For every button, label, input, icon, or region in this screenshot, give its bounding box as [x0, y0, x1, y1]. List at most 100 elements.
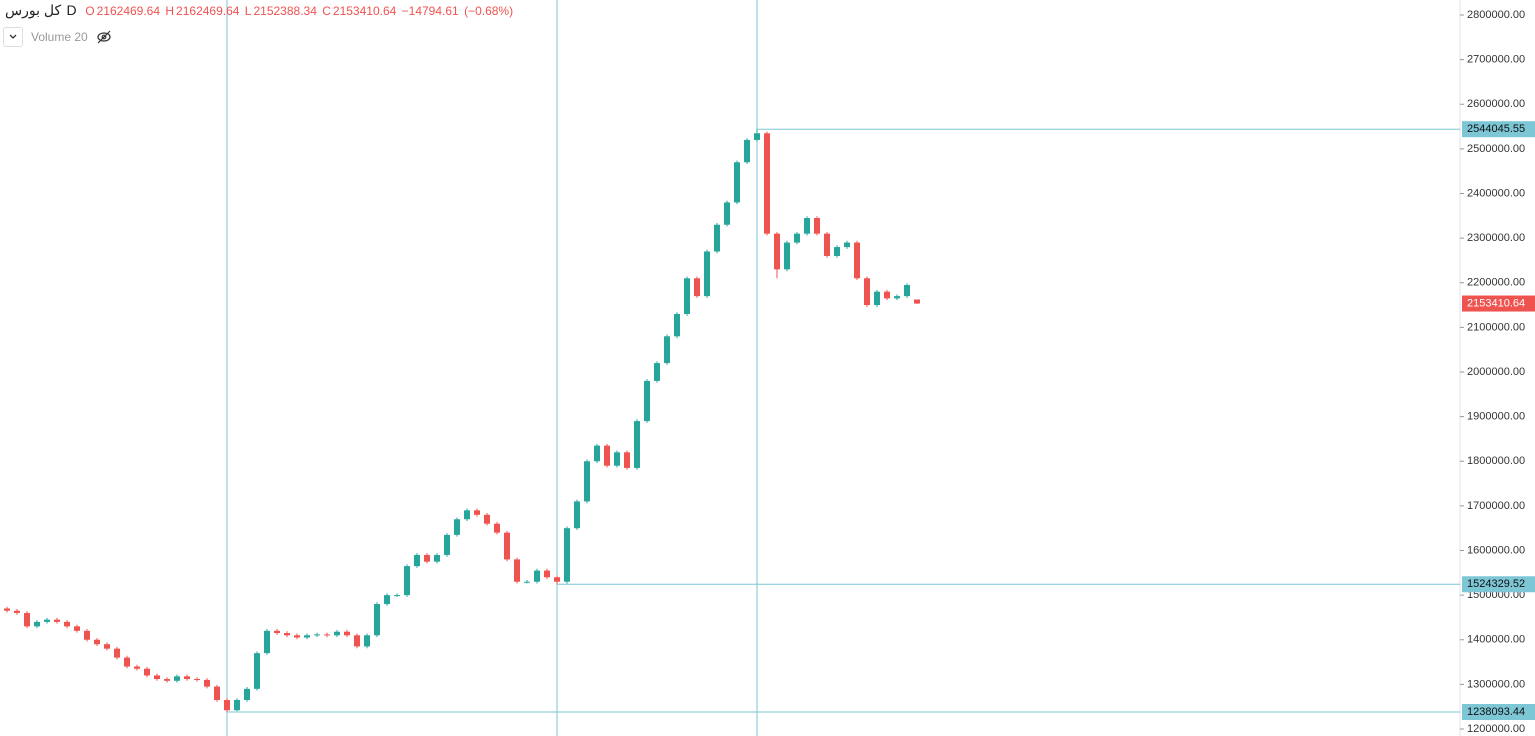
- candle-body: [764, 133, 770, 234]
- legend: کل بورس D O 2162469.64 H 2162469.64 L 21523…: [5, 2, 515, 19]
- y-tick-label: 2400000.00: [1467, 187, 1525, 199]
- candle-body: [134, 666, 140, 669]
- candle-body: [914, 299, 920, 304]
- candle-body: [214, 686, 220, 700]
- candle-body: [584, 461, 590, 502]
- candle-body: [524, 581, 530, 583]
- candle-body: [724, 202, 730, 225]
- price-tag: [1462, 703, 1535, 720]
- candle-body: [264, 630, 270, 654]
- price-tag-label: 1238093.44: [1467, 706, 1525, 718]
- candle-body: [414, 554, 420, 567]
- indicator-name[interactable]: Volume 20: [31, 30, 88, 44]
- candle-body: [364, 635, 370, 647]
- y-tick-label: 2000000.00: [1467, 366, 1525, 378]
- key: O: [85, 4, 95, 18]
- candle-body: [684, 278, 690, 314]
- candle-body: [774, 233, 780, 270]
- candle-body: [254, 653, 260, 689]
- candle-body: [574, 501, 580, 529]
- candle-body: [864, 278, 870, 306]
- candle-body: [594, 445, 600, 462]
- close-value: 2153410.64: [332, 4, 397, 18]
- candle-body: [504, 532, 510, 560]
- candle-body: [284, 633, 290, 636]
- y-tick-label: 1700000.00: [1467, 500, 1525, 512]
- candle-body: [674, 313, 680, 337]
- change-percent: (−0.68%): [464, 4, 514, 18]
- candle-body: [164, 679, 170, 681]
- y-tick-label: 2200000.00: [1467, 277, 1525, 289]
- candle-body: [464, 510, 470, 520]
- candle-body: [454, 519, 460, 535]
- candle-body: [844, 242, 850, 248]
- candle-body: [564, 528, 570, 582]
- candle-body: [124, 657, 130, 667]
- candle-body: [534, 570, 540, 582]
- candle-body: [404, 566, 410, 596]
- y-tick-label: 1300000.00: [1467, 678, 1525, 690]
- candle-body: [664, 336, 670, 364]
- candle-body: [784, 242, 790, 270]
- low-value: 2152388.34: [253, 4, 317, 18]
- symbol: کل بورس: [5, 2, 62, 18]
- indicator-row: Volume 20: [3, 27, 112, 47]
- candle-body: [384, 595, 390, 605]
- open-value: 2162469.64: [96, 4, 161, 18]
- candle-body: [204, 679, 210, 687]
- high-value: 2162469.64: [176, 4, 240, 18]
- y-tick-label: 2100000.00: [1467, 321, 1525, 333]
- collapse-button[interactable]: [3, 27, 23, 47]
- candle-body: [804, 218, 810, 234]
- candle-body: [544, 570, 550, 578]
- candle-body: [624, 452, 630, 468]
- candle-body: [304, 635, 310, 638]
- candle-body: [84, 630, 90, 640]
- candle-body: [4, 608, 10, 611]
- y-tick-label: 2700000.00: [1467, 54, 1525, 66]
- candle-body: [884, 291, 890, 299]
- candle-body: [894, 296, 900, 299]
- candle-body: [294, 635, 300, 638]
- candle-body: [484, 514, 490, 524]
- candle-body: [824, 233, 830, 256]
- candle-body: [394, 595, 400, 597]
- y-tick-label: 1400000.00: [1467, 634, 1525, 646]
- hide-icon[interactable]: [96, 30, 112, 44]
- y-tick-label: 1200000.00: [1467, 723, 1525, 735]
- candle-body: [554, 577, 560, 582]
- candle-body: [444, 534, 450, 555]
- candle-body: [114, 648, 120, 658]
- candle-body: [494, 523, 500, 533]
- candle-body: [514, 559, 520, 582]
- candle-body: [174, 676, 180, 681]
- candle-body: [224, 699, 230, 711]
- candle-body: [274, 630, 280, 634]
- change: −14794.61: [401, 4, 459, 18]
- candle-body: [614, 452, 620, 466]
- candle-body: [244, 688, 250, 700]
- candle-body: [154, 675, 160, 680]
- candle-body: [144, 668, 150, 676]
- key: C: [322, 4, 331, 18]
- candle-body: [854, 242, 860, 279]
- candle-body: [24, 612, 30, 627]
- candle-body: [184, 676, 190, 680]
- candle-body: [234, 699, 240, 711]
- y-tick-label: 2500000.00: [1467, 143, 1525, 155]
- candle-body: [44, 619, 50, 622]
- candle-body: [754, 133, 760, 140]
- y-tick-label: 2600000.00: [1467, 98, 1525, 110]
- candle-body: [794, 233, 800, 243]
- candle-body: [434, 554, 440, 562]
- candle-body: [874, 291, 880, 306]
- candle-body: [334, 631, 340, 636]
- y-tick-label: 1900000.00: [1467, 411, 1525, 423]
- candle-body: [64, 621, 70, 627]
- candle-body: [694, 278, 700, 297]
- candle-body: [424, 554, 430, 562]
- price-tag-label: 1524329.52: [1467, 578, 1525, 590]
- interval[interactable]: D: [66, 2, 77, 18]
